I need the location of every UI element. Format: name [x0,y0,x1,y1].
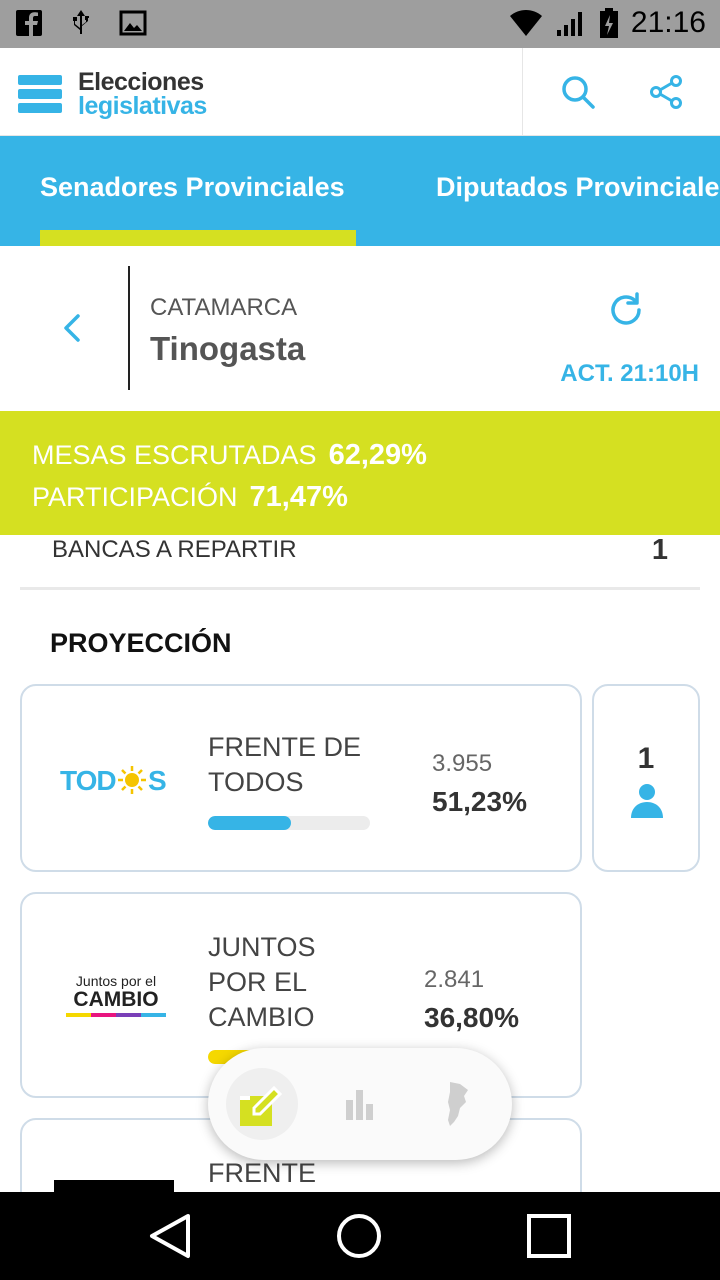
participacion-value: 71,47% [249,481,348,513]
logo-line2: legislativas [78,92,207,120]
party-votes: 3.955 [432,750,493,777]
todos-logo: TOD S [60,765,167,796]
party-percentage: 51,23% [432,786,527,817]
juntos-logo: Juntos por el CAMBIO [66,974,166,1017]
vote-button[interactable] [226,1068,298,1140]
mesas-value: 62,29% [328,439,427,471]
vote-bar-fill [208,816,291,830]
seats-value: 1 [651,534,668,566]
app-logo[interactable]: Elecciones legislativas [18,68,207,120]
juntos-logo-line2: CAMBIO [73,988,159,1011]
party-name: JUNTOS POR EL CAMBIO [208,932,316,1032]
location-header: CATAMARCA Tinogasta ACT. 21:10H [0,246,720,411]
status-bar: 21:16 [0,0,720,48]
chart-button[interactable] [324,1068,396,1140]
svg-text:S: S [148,765,167,796]
appbar-divider [522,48,523,136]
party-name: FRENTE DE TODOS [208,732,362,797]
search-button[interactable] [556,70,600,114]
tab-diputados[interactable]: Diputados Provinciales [436,172,720,202]
last-update-label: ACT. 21:10H [560,360,699,387]
vote-icon [240,1085,283,1126]
city-label: Tinogasta [150,330,306,367]
chevron-left-icon[interactable] [56,310,92,346]
usb-icon [73,10,89,34]
province-label: CATAMARCA [150,294,298,321]
image-icon [119,10,147,36]
svg-text:TOD: TOD [60,765,116,796]
participacion-label: PARTICIPACIÓN [32,482,238,512]
recents-square-icon[interactable] [519,1206,579,1266]
seats-row: BANCAS A REPARTIR 1 [52,534,668,570]
seats-label: BANCAS A REPARTIR [52,536,297,563]
home-circle-icon[interactable] [329,1206,389,1266]
mesas-row: MESAS ESCRUTADAS 62,29% [32,439,427,472]
map-button[interactable] [420,1068,492,1140]
party-name: FRENTE [208,1158,316,1188]
bottom-menu [208,1048,512,1160]
logo-line1: Elecciones [78,68,204,96]
logo-mark-icon [18,75,62,113]
share-button[interactable] [644,70,688,114]
juntos-logo-line1: Juntos por el [75,973,157,989]
bar-chart-icon [346,1090,373,1120]
facebook-icon [16,10,42,36]
participacion-row: PARTICIPACIÓN 71,47% [32,481,348,514]
projection-title: PROYECCIÓN [50,628,232,658]
seats-won-card: 1 [592,684,700,872]
person-icon [631,784,663,818]
party-votes: 2.841 [424,966,485,993]
battery-icon [599,8,618,38]
tab-senadores[interactable]: Senadores Provinciales [40,172,345,202]
mesas-label: MESAS ESCRUTADAS [32,440,317,470]
scrutiny-stats: MESAS ESCRUTADAS 62,29% PARTICIPACIÓN 71,4… [0,411,720,535]
seats-won-value: 1 [637,742,655,775]
system-nav-bar [0,1192,720,1280]
status-time: 21:16 [630,6,706,39]
section-divider [20,587,700,590]
chamber-tabs: Senadores Provinciales Diputados Provinc… [0,136,720,246]
result-card[interactable]: TOD S FRENTE DE TODOS 3.955 51,23% [20,684,582,872]
active-tab-indicator [40,230,356,246]
location-divider [128,266,130,390]
search-icon [562,76,595,109]
back-triangle-icon[interactable] [140,1206,200,1266]
wifi-icon [509,10,542,36]
refresh-icon[interactable] [606,290,646,330]
signal-icon [556,12,582,36]
share-icon [650,75,682,109]
app-bar: Elecciones legislativas [0,48,720,136]
vote-bar-track [208,816,370,830]
party-percentage: 36,80% [424,1002,519,1033]
argentina-map-icon [448,1082,468,1126]
